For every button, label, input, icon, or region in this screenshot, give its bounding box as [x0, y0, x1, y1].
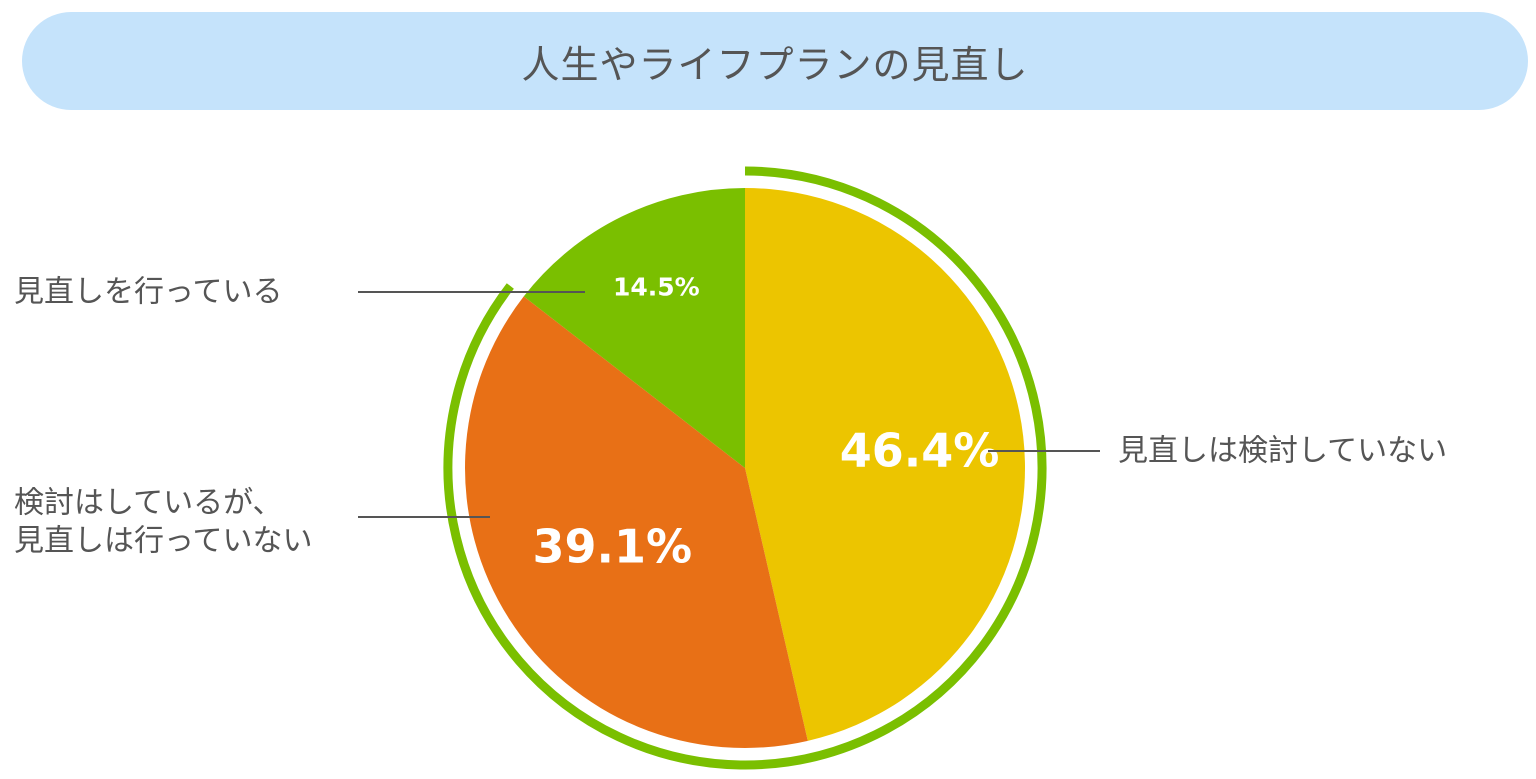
- highlight-ring: [443, 166, 1047, 770]
- pie-slice: [464, 296, 808, 748]
- slice-category-label-line: 検討はしているが、: [14, 486, 283, 521]
- slice-category-label: 見直しは検討していない: [1118, 434, 1447, 469]
- slice-category-label-line: 見直しは行っていない: [14, 524, 313, 559]
- chart-title-banner: 人生やライフプランの見直し: [22, 12, 1528, 110]
- slice-value-label: 39.1%: [533, 519, 693, 573]
- slice-value-label: 14.5%: [613, 272, 700, 301]
- chart-title: 人生やライフプランの見直し: [521, 42, 1029, 87]
- slice-category-label-line: 見直しは検討していない: [1118, 434, 1447, 469]
- slice-value-label: 46.4%: [840, 423, 1000, 477]
- slice-category-label-line: 見直しを行っている: [14, 275, 283, 310]
- pie-slice: [745, 188, 1026, 741]
- slice-category-label: 検討はしているが、見直しは行っていない: [14, 486, 313, 559]
- slice-category-label: 見直しを行っている: [14, 275, 283, 310]
- pie-slice: [523, 188, 745, 468]
